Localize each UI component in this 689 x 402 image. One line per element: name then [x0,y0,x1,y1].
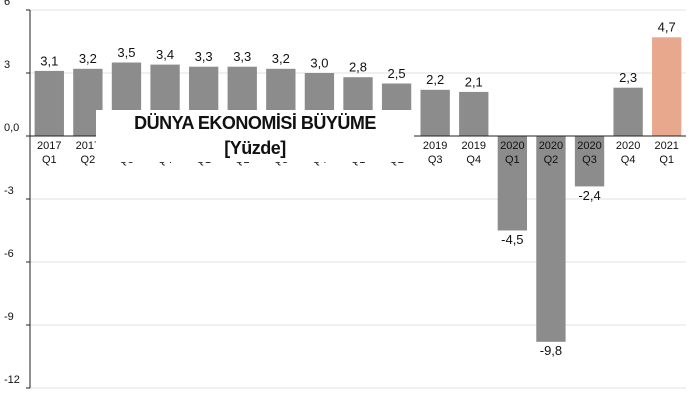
value-label: 3,2 [272,51,290,66]
x-tick-label: Q1 [659,154,674,166]
x-tick-label: 2019 [462,140,486,152]
value-label: 2,2 [426,72,444,87]
value-label: -9,8 [540,343,562,358]
value-label: 3,1 [40,53,58,68]
y-tick-label: -12 [4,374,20,386]
title-box [96,110,414,162]
bar [459,91,489,136]
y-tick-label: -6 [4,248,14,260]
bar [420,89,450,136]
value-label: 3,4 [156,47,174,62]
y-tick-label: -9 [4,311,14,323]
value-label: 3,5 [117,45,135,60]
value-label: 2,3 [619,70,637,85]
x-tick-label: Q4 [621,154,636,166]
x-tick-label: Q2 [544,154,559,166]
bar [497,136,528,231]
value-label: -4,5 [501,232,523,247]
x-tick-label: Q3 [428,154,443,166]
y-tick-label: 3 [4,59,10,71]
value-label: 4,7 [658,20,676,35]
x-tick-label: Q2 [81,154,96,166]
x-tick-label: Q4 [466,154,481,166]
bar [613,87,643,136]
bar [34,70,64,136]
x-tick-label: 2020 [539,140,563,152]
bar [652,37,682,136]
x-tick-label: 2020 [616,140,640,152]
x-tick-label: Q1 [42,154,57,166]
y-tick-label: 6 [4,0,10,8]
value-label: 2,1 [465,74,483,89]
x-tick-label: Q1 [505,154,520,166]
value-label: -2,4 [578,188,600,203]
value-label: 3,3 [195,49,213,64]
bar [574,136,605,187]
x-tick-label: Q3 [582,154,597,166]
value-label: 3,2 [79,51,97,66]
value-label: 2,8 [349,60,367,75]
value-label: 3,3 [233,49,251,64]
y-tick-label: -3 [4,185,14,197]
x-tick-label: 2021 [654,140,678,152]
x-tick-label: 2017 [76,140,100,152]
x-tick-label: 2020 [500,140,524,152]
x-tick-label: 2017 [37,140,61,152]
value-label: 3,0 [310,55,328,70]
chart-subtitle: [Yüzde] [224,138,286,158]
x-tick-label: 2020 [577,140,601,152]
chart-title: DÜNYA EKONOMİSİ BÜYÜME [134,113,376,133]
x-tick-label: 2019 [423,140,447,152]
y-tick-label: 0,0 [4,122,19,134]
bar [536,136,566,342]
value-label: 2,5 [388,66,406,81]
